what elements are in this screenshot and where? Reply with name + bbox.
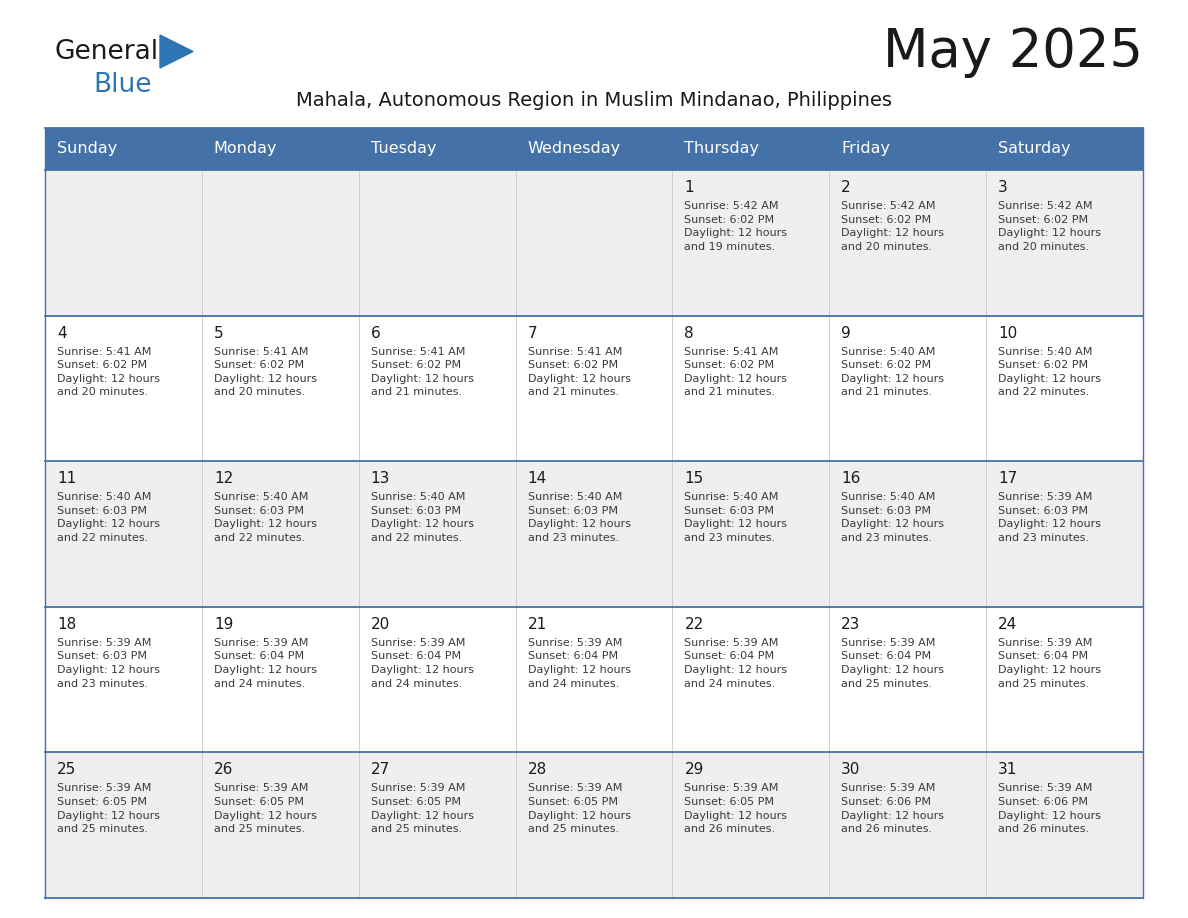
Text: 4: 4 <box>57 326 67 341</box>
Text: 16: 16 <box>841 471 860 487</box>
Text: 22: 22 <box>684 617 703 632</box>
Text: Sunrise: 5:40 AM
Sunset: 6:03 PM
Daylight: 12 hours
and 22 minutes.: Sunrise: 5:40 AM Sunset: 6:03 PM Dayligh… <box>57 492 160 543</box>
Text: 8: 8 <box>684 326 694 341</box>
Text: Sunrise: 5:40 AM
Sunset: 6:03 PM
Daylight: 12 hours
and 22 minutes.: Sunrise: 5:40 AM Sunset: 6:03 PM Dayligh… <box>371 492 474 543</box>
Text: Sunrise: 5:39 AM
Sunset: 6:04 PM
Daylight: 12 hours
and 24 minutes.: Sunrise: 5:39 AM Sunset: 6:04 PM Dayligh… <box>214 638 317 688</box>
Text: 30: 30 <box>841 763 860 778</box>
Text: Sunrise: 5:41 AM
Sunset: 6:02 PM
Daylight: 12 hours
and 20 minutes.: Sunrise: 5:41 AM Sunset: 6:02 PM Dayligh… <box>57 347 160 397</box>
Text: 28: 28 <box>527 763 546 778</box>
Text: Sunrise: 5:39 AM
Sunset: 6:04 PM
Daylight: 12 hours
and 25 minutes.: Sunrise: 5:39 AM Sunset: 6:04 PM Dayligh… <box>841 638 944 688</box>
Bar <box>359 128 516 170</box>
Text: Sunrise: 5:40 AM
Sunset: 6:03 PM
Daylight: 12 hours
and 22 minutes.: Sunrise: 5:40 AM Sunset: 6:03 PM Dayligh… <box>214 492 317 543</box>
Text: 27: 27 <box>371 763 390 778</box>
Bar <box>45 753 1143 898</box>
Text: 6: 6 <box>371 326 380 341</box>
Text: Sunrise: 5:40 AM
Sunset: 6:02 PM
Daylight: 12 hours
and 21 minutes.: Sunrise: 5:40 AM Sunset: 6:02 PM Dayligh… <box>841 347 944 397</box>
Text: 13: 13 <box>371 471 390 487</box>
Text: General: General <box>55 39 159 65</box>
Text: 21: 21 <box>527 617 546 632</box>
Text: Sunrise: 5:41 AM
Sunset: 6:02 PM
Daylight: 12 hours
and 21 minutes.: Sunrise: 5:41 AM Sunset: 6:02 PM Dayligh… <box>684 347 788 397</box>
Text: 17: 17 <box>998 471 1017 487</box>
Text: Sunrise: 5:40 AM
Sunset: 6:03 PM
Daylight: 12 hours
and 23 minutes.: Sunrise: 5:40 AM Sunset: 6:03 PM Dayligh… <box>527 492 631 543</box>
Text: 26: 26 <box>214 763 233 778</box>
Text: Sunrise: 5:42 AM
Sunset: 6:02 PM
Daylight: 12 hours
and 19 minutes.: Sunrise: 5:42 AM Sunset: 6:02 PM Dayligh… <box>684 201 788 252</box>
Text: Saturday: Saturday <box>998 141 1070 156</box>
Bar <box>45 316 1143 461</box>
Text: 31: 31 <box>998 763 1017 778</box>
Text: Sunrise: 5:39 AM
Sunset: 6:05 PM
Daylight: 12 hours
and 25 minutes.: Sunrise: 5:39 AM Sunset: 6:05 PM Dayligh… <box>214 783 317 834</box>
Bar <box>45 128 1143 898</box>
Bar <box>45 607 1143 753</box>
Text: Sunrise: 5:39 AM
Sunset: 6:06 PM
Daylight: 12 hours
and 26 minutes.: Sunrise: 5:39 AM Sunset: 6:06 PM Dayligh… <box>998 783 1101 834</box>
Text: 2: 2 <box>841 180 851 195</box>
Text: 14: 14 <box>527 471 546 487</box>
Text: Sunrise: 5:40 AM
Sunset: 6:02 PM
Daylight: 12 hours
and 22 minutes.: Sunrise: 5:40 AM Sunset: 6:02 PM Dayligh… <box>998 347 1101 397</box>
Text: Sunrise: 5:39 AM
Sunset: 6:04 PM
Daylight: 12 hours
and 24 minutes.: Sunrise: 5:39 AM Sunset: 6:04 PM Dayligh… <box>371 638 474 688</box>
Bar <box>45 128 202 170</box>
Bar <box>672 128 829 170</box>
Text: Sunday: Sunday <box>57 141 118 156</box>
Text: Sunrise: 5:39 AM
Sunset: 6:03 PM
Daylight: 12 hours
and 23 minutes.: Sunrise: 5:39 AM Sunset: 6:03 PM Dayligh… <box>998 492 1101 543</box>
Text: Blue: Blue <box>93 72 152 98</box>
Text: Mahala, Autonomous Region in Muslim Mindanao, Philippines: Mahala, Autonomous Region in Muslim Mind… <box>296 92 892 110</box>
Text: 9: 9 <box>841 326 851 341</box>
Text: Sunrise: 5:40 AM
Sunset: 6:03 PM
Daylight: 12 hours
and 23 minutes.: Sunrise: 5:40 AM Sunset: 6:03 PM Dayligh… <box>684 492 788 543</box>
Text: 29: 29 <box>684 763 703 778</box>
Text: 10: 10 <box>998 326 1017 341</box>
Text: 19: 19 <box>214 617 233 632</box>
Text: 15: 15 <box>684 471 703 487</box>
Text: Sunrise: 5:40 AM
Sunset: 6:03 PM
Daylight: 12 hours
and 23 minutes.: Sunrise: 5:40 AM Sunset: 6:03 PM Dayligh… <box>841 492 944 543</box>
Text: Sunrise: 5:39 AM
Sunset: 6:03 PM
Daylight: 12 hours
and 23 minutes.: Sunrise: 5:39 AM Sunset: 6:03 PM Dayligh… <box>57 638 160 688</box>
Text: 20: 20 <box>371 617 390 632</box>
Text: Tuesday: Tuesday <box>371 141 436 156</box>
Text: 7: 7 <box>527 326 537 341</box>
Text: Monday: Monday <box>214 141 277 156</box>
Text: Sunrise: 5:42 AM
Sunset: 6:02 PM
Daylight: 12 hours
and 20 minutes.: Sunrise: 5:42 AM Sunset: 6:02 PM Dayligh… <box>998 201 1101 252</box>
Text: 24: 24 <box>998 617 1017 632</box>
Text: Thursday: Thursday <box>684 141 759 156</box>
Text: Sunrise: 5:39 AM
Sunset: 6:05 PM
Daylight: 12 hours
and 25 minutes.: Sunrise: 5:39 AM Sunset: 6:05 PM Dayligh… <box>57 783 160 834</box>
Text: 1: 1 <box>684 180 694 195</box>
Bar <box>516 128 672 170</box>
Bar <box>45 461 1143 607</box>
Polygon shape <box>160 35 192 68</box>
Text: 11: 11 <box>57 471 76 487</box>
Text: Sunrise: 5:39 AM
Sunset: 6:05 PM
Daylight: 12 hours
and 25 minutes.: Sunrise: 5:39 AM Sunset: 6:05 PM Dayligh… <box>527 783 631 834</box>
Text: Wednesday: Wednesday <box>527 141 620 156</box>
Bar <box>202 128 359 170</box>
Bar <box>829 128 986 170</box>
Text: Sunrise: 5:41 AM
Sunset: 6:02 PM
Daylight: 12 hours
and 21 minutes.: Sunrise: 5:41 AM Sunset: 6:02 PM Dayligh… <box>527 347 631 397</box>
Text: 12: 12 <box>214 471 233 487</box>
Bar <box>45 170 1143 316</box>
Text: Sunrise: 5:41 AM
Sunset: 6:02 PM
Daylight: 12 hours
and 21 minutes.: Sunrise: 5:41 AM Sunset: 6:02 PM Dayligh… <box>371 347 474 397</box>
Text: 23: 23 <box>841 617 860 632</box>
Text: 18: 18 <box>57 617 76 632</box>
Bar <box>986 128 1143 170</box>
Text: Sunrise: 5:39 AM
Sunset: 6:06 PM
Daylight: 12 hours
and 26 minutes.: Sunrise: 5:39 AM Sunset: 6:06 PM Dayligh… <box>841 783 944 834</box>
Text: Sunrise: 5:39 AM
Sunset: 6:04 PM
Daylight: 12 hours
and 24 minutes.: Sunrise: 5:39 AM Sunset: 6:04 PM Dayligh… <box>684 638 788 688</box>
Text: Friday: Friday <box>841 141 890 156</box>
Text: Sunrise: 5:39 AM
Sunset: 6:04 PM
Daylight: 12 hours
and 24 minutes.: Sunrise: 5:39 AM Sunset: 6:04 PM Dayligh… <box>527 638 631 688</box>
Text: Sunrise: 5:41 AM
Sunset: 6:02 PM
Daylight: 12 hours
and 20 minutes.: Sunrise: 5:41 AM Sunset: 6:02 PM Dayligh… <box>214 347 317 397</box>
Text: Sunrise: 5:39 AM
Sunset: 6:05 PM
Daylight: 12 hours
and 26 minutes.: Sunrise: 5:39 AM Sunset: 6:05 PM Dayligh… <box>684 783 788 834</box>
Text: Sunrise: 5:39 AM
Sunset: 6:05 PM
Daylight: 12 hours
and 25 minutes.: Sunrise: 5:39 AM Sunset: 6:05 PM Dayligh… <box>371 783 474 834</box>
Text: Sunrise: 5:42 AM
Sunset: 6:02 PM
Daylight: 12 hours
and 20 minutes.: Sunrise: 5:42 AM Sunset: 6:02 PM Dayligh… <box>841 201 944 252</box>
Text: 25: 25 <box>57 763 76 778</box>
Text: Sunrise: 5:39 AM
Sunset: 6:04 PM
Daylight: 12 hours
and 25 minutes.: Sunrise: 5:39 AM Sunset: 6:04 PM Dayligh… <box>998 638 1101 688</box>
Text: 3: 3 <box>998 180 1007 195</box>
Text: May 2025: May 2025 <box>883 26 1143 78</box>
Text: 5: 5 <box>214 326 223 341</box>
